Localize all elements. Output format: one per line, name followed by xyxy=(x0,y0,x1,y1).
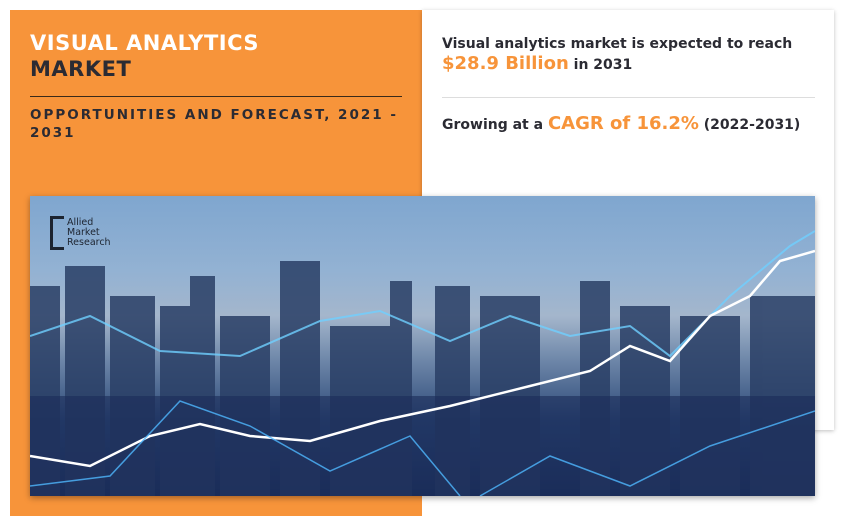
page-title: VISUAL ANALYTICS MARKET xyxy=(30,30,259,82)
subtitle: OPPORTUNITIES AND FORECAST, 2021 - 2031 xyxy=(30,107,398,141)
logo-line-2: Market xyxy=(67,227,100,238)
cagr-stat: Growing at a CAGR of 16.2% (2022-2031) xyxy=(442,113,800,136)
stat2-value: CAGR of 16.2% xyxy=(547,113,699,134)
logo-line-1: Allied xyxy=(67,217,94,228)
logo-icon xyxy=(50,216,64,250)
stat2-prefix: Growing at a xyxy=(442,117,544,133)
stat1-value: $28.9 Billion xyxy=(442,53,569,74)
market-size-stat: Visual analytics market is expected to r… xyxy=(442,34,822,75)
divider xyxy=(442,97,815,98)
title-line-2: MARKET xyxy=(30,57,132,81)
allied-market-research-logo: Allied Market Research xyxy=(50,216,111,250)
stat1-prefix: Visual analytics market is expected to r… xyxy=(442,36,793,52)
title-line-1: VISUAL ANALYTICS xyxy=(30,31,260,55)
skyline-graphic xyxy=(30,230,815,496)
logo-line-3: Research xyxy=(67,237,111,248)
city-analytics-image: Allied Market Research xyxy=(30,196,815,496)
stat2-suffix: (2022-2031) xyxy=(703,117,801,133)
stat1-suffix: in 2031 xyxy=(573,57,633,73)
divider xyxy=(30,96,402,97)
